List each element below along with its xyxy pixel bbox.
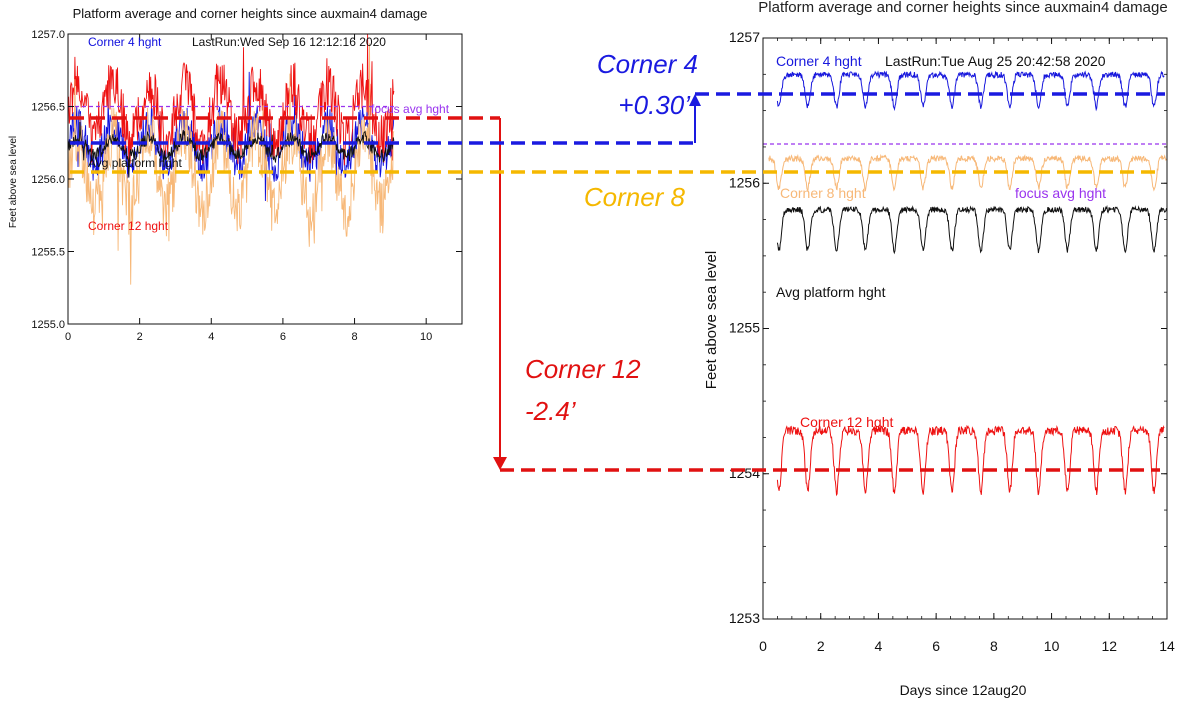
right-series-line	[776, 70, 1165, 112]
left-focus-label: focus avg hght	[371, 102, 450, 116]
corner8-annotation-title: Corner 8	[584, 182, 686, 212]
left-x-tick-label: 8	[351, 331, 357, 343]
left-series-line	[67, 71, 395, 202]
right-y-tick-label: 1256	[729, 174, 760, 190]
right-corner4-label: Corner 4 hght	[776, 53, 862, 69]
right-series-line	[776, 424, 1165, 497]
right-x-tick-label: 0	[759, 638, 767, 654]
corner12-annotation-delta: -2.4’	[525, 396, 577, 426]
right-focus-label: focus avg hght	[1015, 185, 1106, 201]
right-y-axis-label: Feet above sea level	[703, 251, 720, 389]
left-y-tick-label: 1257.0	[31, 29, 65, 41]
left-y-tick-label: 1255.0	[31, 319, 65, 331]
right-run-label: LastRun:Tue Aug 25 20:42:58 2020	[885, 53, 1106, 69]
left-y-tick-label: 1255.5	[31, 247, 65, 259]
left-series-line	[67, 33, 395, 166]
right-x-tick-label: 12	[1101, 638, 1117, 654]
annotation-overlay: Corner 4 +0.30’ Corner 8 Corner 12 -2.4’	[70, 49, 1165, 472]
left-x-tick-label: 0	[65, 331, 71, 343]
left-avg-label: Avg platform hght	[88, 156, 182, 170]
right-corner8-label: Corner 8 hght	[780, 185, 866, 201]
right-x-tick-label: 14	[1159, 638, 1175, 654]
left-y-tick-label: 1256.0	[31, 174, 65, 186]
right-avg-label: Avg platform hght	[776, 284, 886, 300]
left-y-axis-label: Feet above sea level	[8, 136, 19, 228]
left-x-tick-label: 10	[420, 331, 432, 343]
left-series-line	[67, 43, 395, 285]
right-x-tick-label: 2	[817, 638, 825, 654]
corner4-annotation-title: Corner 4	[597, 49, 698, 79]
corner4-arrowhead	[689, 94, 701, 106]
left-corner4-label: Corner 4 hght	[88, 35, 162, 49]
right-corner12-label: Corner 12 hght	[800, 414, 894, 430]
corner12-annotation-title: Corner 12	[525, 354, 641, 384]
right-y-tick-label: 1253	[729, 610, 760, 626]
right-y-tick-label: 1257	[729, 29, 760, 45]
right-series-line	[768, 153, 1168, 192]
left-corner12-label: Corner 12 hght	[88, 219, 169, 233]
corner12-arrowhead	[493, 457, 507, 470]
right-x-axis-label: Days since 12aug20	[900, 682, 1027, 698]
right-chart-title: Platform average and corner heights sinc…	[758, 0, 1167, 16]
right-x-tick-label: 6	[932, 638, 940, 654]
right-y-tick-label: 1255	[729, 320, 760, 336]
right-series-line	[776, 204, 1168, 255]
right-x-tick-label: 8	[990, 638, 998, 654]
left-x-tick-label: 6	[280, 331, 286, 343]
right-x-tick-label: 10	[1044, 638, 1060, 654]
right-y-tick-label: 1254	[729, 465, 760, 481]
left-run-label: LastRun:Wed Sep 16 12:12:16 2020	[192, 35, 386, 49]
left-x-tick-label: 2	[137, 331, 143, 343]
right-chart: Platform average and corner heights sinc…	[703, 0, 1175, 698]
left-chart-title: Platform average and corner heights sinc…	[73, 6, 428, 21]
left-x-tick-label: 4	[208, 331, 214, 343]
right-plot-frame	[762, 37, 1168, 620]
left-y-tick-label: 1256.5	[31, 102, 65, 114]
right-x-tick-label: 4	[875, 638, 883, 654]
left-chart: Platform average and corner heights sinc…	[8, 6, 463, 343]
corner4-annotation-delta: +0.30’	[618, 90, 691, 120]
